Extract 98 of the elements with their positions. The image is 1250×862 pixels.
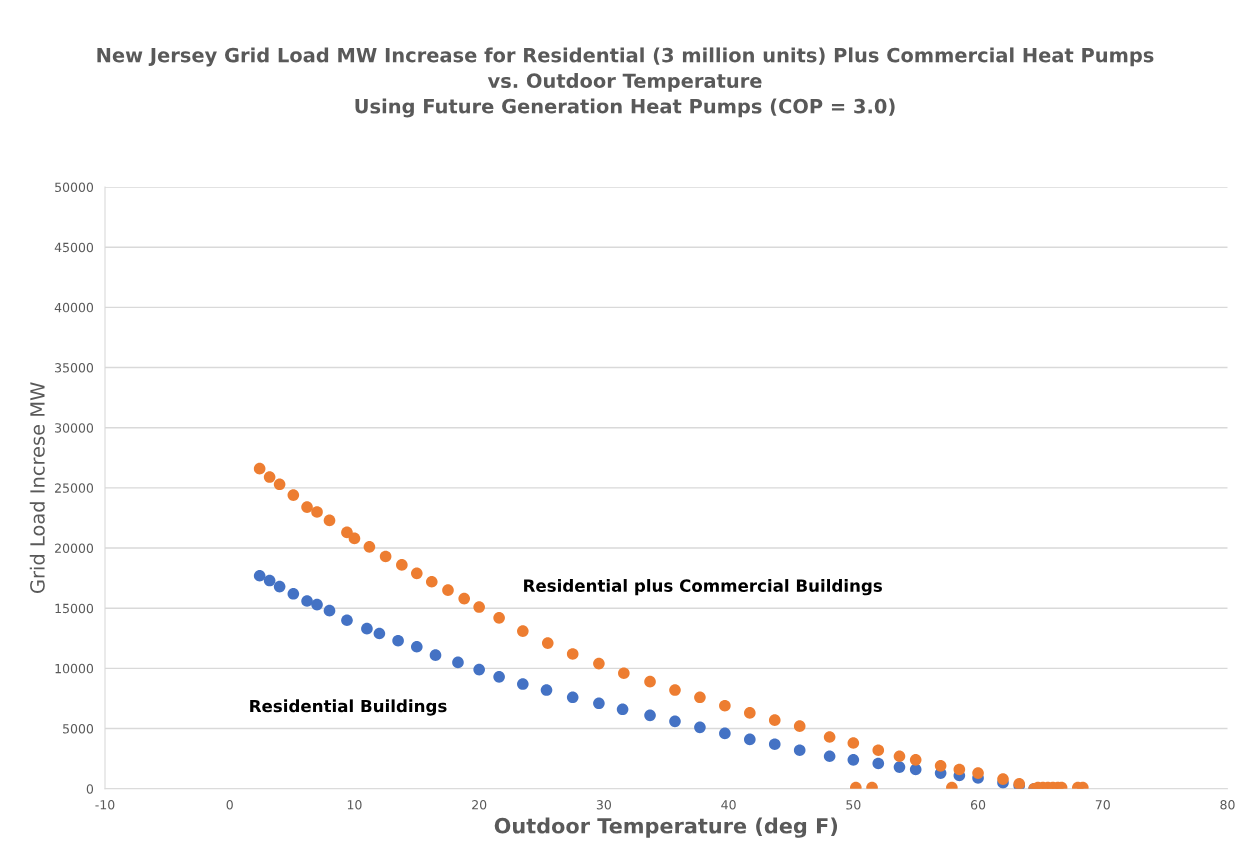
point [793, 720, 806, 732]
point [442, 584, 454, 596]
point [593, 697, 605, 710]
y-tick-label: 25000 [55, 483, 94, 493]
point [493, 671, 505, 683]
point [719, 699, 731, 712]
point [694, 691, 706, 704]
point [823, 750, 836, 763]
x-tick-label: 60 [970, 800, 986, 810]
point [694, 721, 706, 734]
point [618, 667, 630, 680]
point [363, 541, 376, 553]
point [287, 489, 300, 501]
point [593, 657, 605, 670]
point [669, 684, 681, 696]
point [719, 727, 731, 740]
point [301, 501, 313, 513]
point [458, 592, 471, 605]
point [768, 738, 781, 751]
point [517, 625, 529, 637]
point [392, 634, 404, 647]
y-tick-label: 40000 [54, 302, 94, 313]
point [872, 744, 885, 757]
point [341, 614, 353, 627]
x-tick-label: 50 [846, 800, 861, 810]
point [253, 569, 266, 582]
point [473, 601, 485, 613]
point [323, 604, 336, 617]
annotation: Residential plus Commercial Buildings [524, 579, 882, 596]
point [341, 526, 353, 539]
point [909, 754, 922, 766]
point [909, 763, 922, 776]
point [493, 612, 505, 624]
point [744, 733, 756, 746]
point [429, 649, 442, 661]
point [847, 754, 860, 766]
point [253, 462, 266, 475]
point [893, 750, 906, 763]
point [997, 773, 1009, 785]
point [273, 580, 286, 593]
point [311, 598, 323, 611]
y-axis-title: Grid Load Increse MW [29, 382, 45, 593]
x-tick-label: 10 [347, 800, 362, 810]
point [379, 550, 392, 563]
y-tick-label: 0 [86, 784, 94, 794]
point [953, 763, 966, 776]
point [263, 471, 276, 483]
point [361, 622, 373, 635]
y-tick-label: 35000 [55, 363, 94, 373]
point [566, 691, 579, 704]
point [452, 656, 464, 669]
point [273, 478, 286, 491]
point [566, 648, 579, 660]
point [323, 514, 336, 527]
point [311, 506, 323, 518]
point [396, 559, 408, 571]
x-tick-label: 20 [472, 800, 487, 810]
point [644, 709, 656, 722]
point [301, 595, 313, 607]
point [473, 663, 485, 676]
point [348, 532, 361, 545]
x-tick-label: -10 [95, 800, 115, 810]
y-tick-label: 5000 [63, 724, 94, 734]
annotation: Residential Buildings [250, 699, 447, 716]
point [540, 684, 553, 696]
y-tick-label: 10000 [55, 663, 94, 674]
point [669, 715, 681, 728]
y-tick-label: 45000 [54, 242, 94, 253]
point [972, 767, 984, 779]
point [411, 640, 423, 653]
point [541, 637, 554, 649]
point [411, 567, 423, 580]
point [847, 737, 860, 749]
point [287, 587, 300, 600]
point [263, 574, 276, 587]
point [644, 675, 656, 688]
y-tick-label: 50000 [55, 182, 94, 192]
point [616, 703, 629, 716]
point [744, 707, 756, 719]
y-tick-label: 15000 [55, 603, 94, 614]
y-tick-label: 20000 [55, 543, 94, 553]
point [373, 627, 386, 640]
x-tick-label: 30 [596, 800, 612, 810]
chart-title: New Jersey Grid Load MW Increase for Residential (3 million units) Plus Commercial Heat Pumps vs. Outdoor Temperature Using Future Generation Heat Pumps (COP = 3.0) [97, 47, 1154, 118]
point [934, 760, 947, 772]
x-tick-label: 0 [226, 800, 233, 810]
point [793, 744, 806, 757]
point [425, 575, 438, 588]
point [823, 731, 836, 743]
y-tick-label: 30000 [55, 423, 94, 433]
x-axis-title: Outdoor Temperature (deg F) [494, 817, 838, 838]
point [872, 757, 885, 770]
point [768, 714, 781, 726]
x-tick-label: 40 [721, 800, 736, 810]
x-tick-label: 70 [1095, 800, 1110, 810]
point [517, 678, 529, 690]
point [893, 761, 906, 773]
x-tick-label: 80 [1220, 800, 1235, 810]
